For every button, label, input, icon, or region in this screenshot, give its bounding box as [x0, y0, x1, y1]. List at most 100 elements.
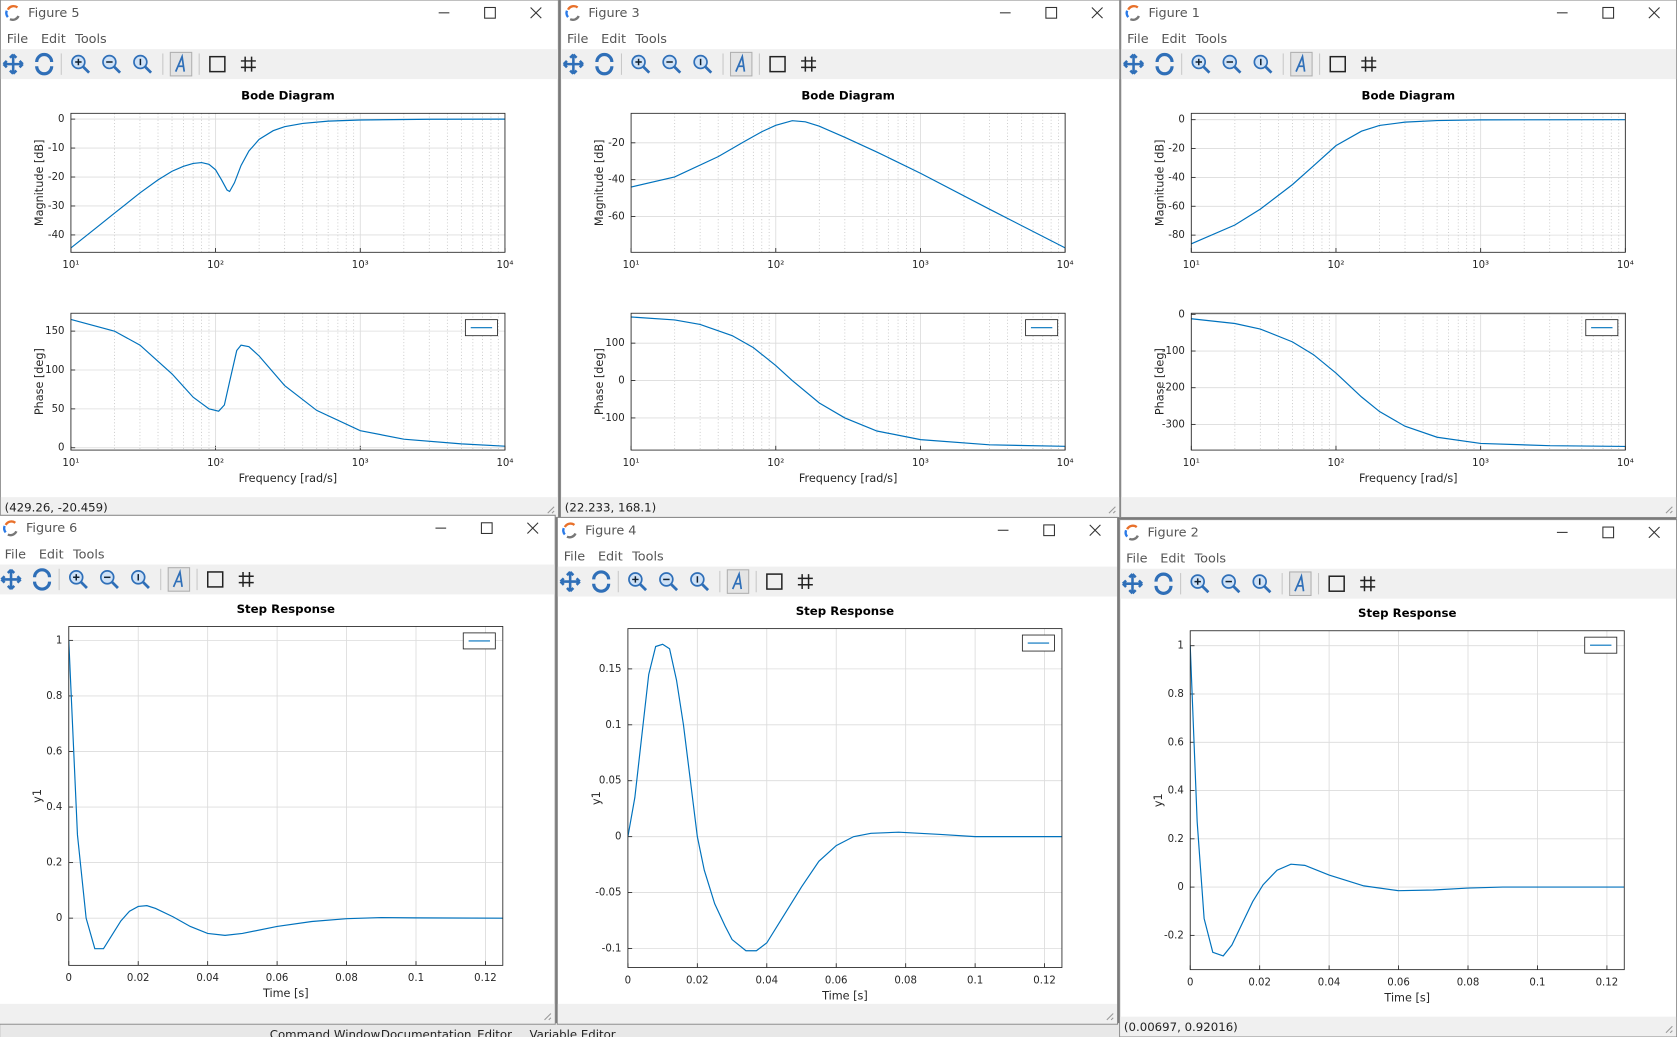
toolbar-button[interactable]	[801, 56, 817, 72]
toolbar-button[interactable]	[726, 569, 750, 594]
toolbar-button[interactable]	[562, 53, 584, 75]
text-icon	[735, 53, 746, 72]
toolbar-button[interactable]	[240, 56, 256, 72]
menu-item[interactable]: Edit	[598, 549, 623, 564]
menu-item[interactable]: Tools	[72, 547, 105, 562]
window-title: Figure 2	[1147, 525, 1198, 540]
toolbar-button[interactable]	[130, 570, 150, 589]
menu-item[interactable]: Edit	[601, 32, 626, 47]
toolbar-button[interactable]	[1253, 54, 1273, 74]
toolbar-button[interactable]	[595, 52, 614, 76]
toolbar-button[interactable]	[1222, 54, 1242, 74]
menu-item[interactable]: Tools	[1194, 552, 1227, 567]
toolbar-button[interactable]	[769, 55, 786, 73]
toolbar-button[interactable]	[693, 54, 713, 74]
toolbar-button[interactable]	[2, 53, 24, 75]
menu-item[interactable]: Edit	[39, 547, 64, 562]
toolbar-button[interactable]	[1252, 574, 1272, 594]
toolbar-button[interactable]	[1361, 56, 1377, 72]
menu-item[interactable]: Edit	[1160, 552, 1185, 567]
menu-item[interactable]: File	[5, 547, 27, 562]
x-tick-label: 0.08	[894, 975, 917, 986]
tab-label[interactable]: Editor	[477, 1027, 512, 1037]
toolbar-button[interactable]	[102, 54, 122, 74]
axes: 10¹ 10² 10³ 10⁴ -100 0 100 Frequency [rad/s] Pha…	[593, 312, 1074, 485]
toolbar-button[interactable]	[99, 570, 119, 589]
menu-item[interactable]: File	[1126, 552, 1148, 567]
maximize-button[interactable]	[1602, 6, 1615, 19]
toolbar-button[interactable]	[631, 54, 651, 74]
menu-item[interactable]: Edit	[1161, 32, 1186, 47]
toolbar-button[interactable]	[1221, 574, 1241, 594]
close-button[interactable]	[1089, 524, 1101, 536]
maximize-button[interactable]	[1602, 526, 1615, 539]
toolbar-button[interactable]	[1290, 51, 1313, 77]
plot-area	[631, 113, 1066, 253]
toolbar-button[interactable]	[238, 571, 254, 587]
toolbar-button[interactable]	[662, 54, 682, 74]
toolbar-button[interactable]	[1289, 571, 1312, 597]
toolbar-button[interactable]	[690, 572, 710, 592]
zoom-handle	[1202, 65, 1211, 74]
close-button[interactable]	[527, 522, 539, 534]
data-line	[68, 640, 503, 950]
toolbar-button[interactable]	[592, 570, 611, 593]
toolbar	[557, 566, 1117, 597]
close-button[interactable]	[1091, 7, 1103, 19]
toolbar-button[interactable]	[559, 571, 581, 593]
zoom-handle	[1264, 65, 1273, 74]
toolbar-button[interactable]	[167, 567, 191, 592]
zoom-handle	[79, 580, 88, 589]
menu-item[interactable]: File	[564, 549, 586, 564]
tab-label[interactable]: Variable Editor	[530, 1027, 616, 1037]
window-title: Figure 6	[26, 521, 77, 536]
toolbar-button[interactable]	[133, 54, 153, 74]
menu-item[interactable]: File	[7, 32, 29, 47]
toolbar-button[interactable]	[71, 54, 91, 74]
maximize-button[interactable]	[480, 522, 493, 535]
menu-item[interactable]: File	[567, 32, 589, 47]
menu-item[interactable]: Edit	[41, 32, 66, 47]
toolbar-button[interactable]	[766, 573, 783, 590]
toolbar-button[interactable]	[1154, 572, 1173, 595]
toolbar-button[interactable]	[1123, 53, 1145, 75]
tab-label[interactable]: Documentation	[381, 1027, 472, 1037]
menu-item[interactable]: File	[1127, 32, 1149, 47]
toolbar-button[interactable]	[1328, 575, 1345, 592]
toolbar-button[interactable]	[729, 51, 753, 77]
toolbar-button[interactable]	[628, 572, 648, 592]
toolbar-button[interactable]	[206, 571, 224, 588]
toolbar-button[interactable]	[1190, 574, 1210, 594]
menu-item[interactable]: Tools	[1195, 32, 1228, 47]
maximize-button[interactable]	[1043, 524, 1055, 537]
toolbar-button[interactable]	[169, 51, 193, 77]
toolbar-button[interactable]	[1360, 576, 1376, 592]
toolbar-button[interactable]	[1329, 55, 1346, 73]
text-icon	[174, 53, 186, 72]
toolbar-button[interactable]	[1121, 573, 1144, 595]
menu-item[interactable]: Tools	[74, 32, 107, 47]
maximize-button[interactable]	[484, 6, 496, 19]
close-button[interactable]	[1648, 7, 1660, 19]
tab-label[interactable]: Command Window	[270, 1027, 381, 1037]
toolbar-button[interactable]	[209, 55, 226, 73]
toolbar-button[interactable]	[1191, 54, 1211, 74]
plot-area	[1191, 113, 1626, 253]
close-button[interactable]	[530, 7, 542, 19]
zoom-plus	[75, 58, 82, 66]
x-tick-label: 0	[625, 975, 631, 986]
toolbar-button[interactable]	[659, 572, 679, 592]
toolbar-button[interactable]	[32, 568, 52, 591]
maximize-button[interactable]	[1045, 6, 1058, 19]
plot-area	[631, 313, 1066, 451]
toolbar-button[interactable]	[1155, 52, 1174, 76]
toolbar-button[interactable]	[797, 574, 813, 590]
menu-item[interactable]: Tools	[634, 32, 667, 47]
close-button[interactable]	[1648, 526, 1660, 539]
x-tick-label: 10⁴	[1057, 260, 1074, 271]
x-tick-label: 10²	[207, 260, 224, 271]
toolbar-button[interactable]	[35, 52, 54, 76]
toolbar-button[interactable]	[0, 568, 22, 590]
menu-item[interactable]: Tools	[631, 549, 664, 564]
toolbar-button[interactable]	[68, 570, 88, 589]
